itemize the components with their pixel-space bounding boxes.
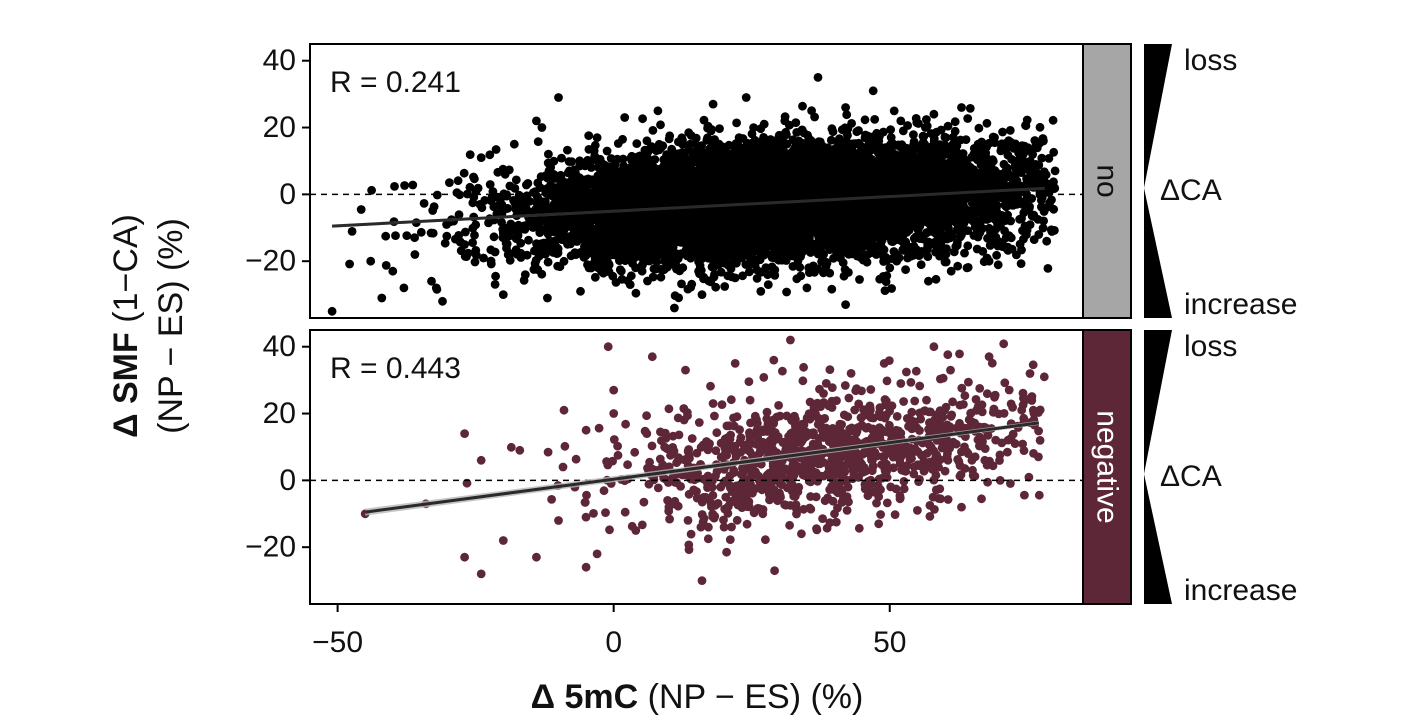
scatter-point <box>491 271 500 281</box>
scatter-point <box>993 260 1003 270</box>
scatter-point <box>1049 204 1059 214</box>
scatter-point <box>810 112 819 122</box>
scatter-point <box>459 168 469 178</box>
scatter-point <box>770 271 780 280</box>
scatter-point <box>860 115 870 125</box>
scatter-point <box>432 285 442 294</box>
scatter-point <box>485 180 495 189</box>
scatter-point <box>963 114 973 123</box>
scatter-point <box>631 288 641 298</box>
scatter-point <box>889 106 899 116</box>
scatter-point <box>716 267 726 277</box>
scatter-point <box>410 233 419 243</box>
scatter-point <box>788 262 798 271</box>
scatter-point <box>1048 115 1058 125</box>
scatter-point <box>916 260 926 270</box>
scatter-point <box>677 279 686 289</box>
scatter-point <box>931 274 941 284</box>
scatter-point <box>843 131 852 140</box>
scatter-point <box>552 249 562 258</box>
scatter-point <box>922 115 931 124</box>
scatter-point <box>367 185 376 195</box>
facet-strip <box>1083 44 1131 318</box>
scatter-point <box>825 268 835 278</box>
scatter-point <box>356 205 366 214</box>
scatter-point <box>549 156 559 166</box>
scatter-point <box>465 150 475 160</box>
scatter-point <box>454 210 464 220</box>
scatter-point <box>798 101 807 111</box>
scatter-point <box>1029 212 1039 222</box>
scatter-point <box>691 133 701 143</box>
scatter-point <box>345 259 354 269</box>
scatter-point <box>826 135 836 145</box>
scatter-point <box>752 274 762 283</box>
scatter-point <box>963 226 973 236</box>
scatter-point <box>1015 214 1024 224</box>
scatter-point <box>675 266 684 276</box>
scatter-point <box>442 231 452 241</box>
scatter-point <box>445 178 454 188</box>
scatter-point <box>502 190 512 200</box>
scatter-point <box>400 181 409 190</box>
scatter-point <box>943 121 953 131</box>
scatter-point <box>996 146 1006 156</box>
scatter-point <box>440 238 450 248</box>
scatter-point <box>485 150 495 160</box>
scatter-point <box>1017 245 1026 255</box>
scatter-point <box>879 127 888 137</box>
scatter-point <box>584 131 594 141</box>
scatter-point <box>715 124 724 133</box>
scatter-point <box>1035 122 1045 132</box>
scatter-point <box>756 287 766 296</box>
scatter-point <box>880 286 890 295</box>
scatter-point <box>720 282 730 291</box>
scatter-point <box>453 176 463 186</box>
scatter-point <box>670 291 680 301</box>
scatter-point <box>656 272 666 282</box>
scatter-point <box>465 182 475 192</box>
scatter-point <box>470 230 479 240</box>
scatter-point <box>471 246 481 255</box>
scatter-point <box>827 284 837 294</box>
scatter-point <box>511 175 521 185</box>
scatter-point <box>990 133 999 142</box>
scatter-point <box>468 238 477 248</box>
scatter-point <box>901 265 910 274</box>
scatter-point <box>1038 223 1048 233</box>
scatter-point <box>763 270 773 280</box>
scatter-point <box>840 265 850 274</box>
scatter-point <box>998 127 1007 137</box>
scatter-point <box>982 118 992 128</box>
scatter-point <box>602 146 612 156</box>
scatter-point <box>490 280 500 289</box>
scatter-point <box>432 190 442 200</box>
scatter-point <box>963 241 973 251</box>
scatter-point <box>953 261 963 271</box>
scatter-point <box>479 253 488 263</box>
facet-label: no <box>1091 164 1124 197</box>
scatter-point <box>972 244 982 254</box>
scatter-point <box>887 284 896 293</box>
scatter-point <box>982 142 991 152</box>
scatter-point <box>1005 125 1015 135</box>
scatter-point <box>1047 227 1057 236</box>
scatter-points <box>327 73 1060 316</box>
scatter-point <box>792 127 802 137</box>
scatter-point <box>514 220 523 230</box>
scatter-point <box>632 139 642 149</box>
